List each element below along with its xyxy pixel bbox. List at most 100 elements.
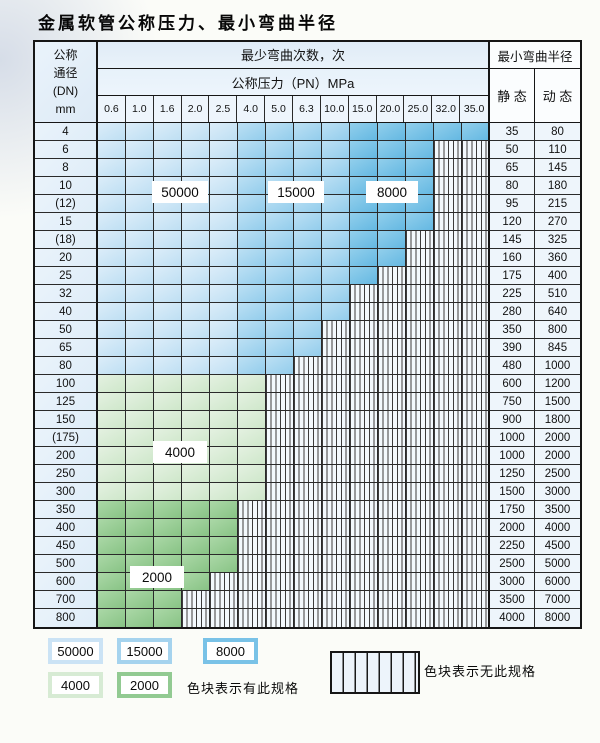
spec-cell: [238, 483, 266, 501]
table-row: 300 1500 3000: [35, 483, 580, 501]
no-spec-cell: [434, 177, 462, 195]
spec-cell: [126, 537, 154, 555]
static-radius-value: 900: [490, 411, 535, 429]
spec-cell: [98, 537, 126, 555]
spec-cell: [154, 609, 182, 627]
spec-cell: [182, 285, 210, 303]
no-spec-cell: [294, 393, 322, 411]
spec-cell: [238, 357, 266, 375]
table-row: 4 35 80: [35, 123, 580, 141]
static-radius-value: 80: [490, 177, 535, 195]
dn-value: 80: [35, 357, 98, 375]
dn-value: 100: [35, 375, 98, 393]
no-spec-cell: [266, 465, 294, 483]
pressure-col-header: 2.0: [182, 96, 210, 122]
no-spec-cell: [462, 609, 490, 627]
no-spec-cell: [378, 537, 406, 555]
no-spec-cell: [350, 447, 378, 465]
no-spec-cell: [462, 303, 490, 321]
dn-value: 15: [35, 213, 98, 231]
no-spec-cell: [350, 393, 378, 411]
spec-cell: [210, 231, 238, 249]
pressure-col-header: 35.0: [463, 103, 485, 116]
table-row: 700 3500 7000: [35, 591, 580, 609]
spec-cell: [266, 249, 294, 267]
no-spec-cell: [378, 483, 406, 501]
pressure-header: 公称压力（PN）MPa: [98, 68, 488, 97]
no-spec-cell: [350, 483, 378, 501]
no-spec-cell: [350, 303, 378, 321]
spec-table: 公称 通径 (DN) mm 最少弯曲次数，次 公称压力（PN）MPa 0.6 1.…: [33, 40, 582, 629]
spec-cell: [126, 285, 154, 303]
spec-cell: [126, 411, 154, 429]
spec-cell: [266, 285, 294, 303]
pressure-col-header: 20.0: [377, 96, 405, 122]
no-spec-cell: [434, 393, 462, 411]
spec-cell: [126, 159, 154, 177]
no-spec-cell: [462, 555, 490, 573]
no-spec-cell: [462, 231, 490, 249]
static-radius-value: 480: [490, 357, 535, 375]
spec-cell: [238, 411, 266, 429]
spec-cell: [322, 141, 350, 159]
no-spec-cell: [294, 411, 322, 429]
no-spec-cell: [378, 429, 406, 447]
no-spec-cell: [350, 555, 378, 573]
no-spec-cell: [238, 519, 266, 537]
dn-value: 40: [35, 303, 98, 321]
spec-cell: [210, 285, 238, 303]
table-row: 20 160 360: [35, 249, 580, 267]
no-spec-cell: [406, 285, 434, 303]
no-spec-cell: [462, 429, 490, 447]
no-spec-cell: [406, 555, 434, 573]
spec-cell: [266, 321, 294, 339]
spec-cell: [182, 519, 210, 537]
spec-cell: [98, 609, 126, 627]
dynamic-radius-value: 400: [535, 267, 580, 285]
table-row: (18) 145 325: [35, 231, 580, 249]
spec-cell: [98, 465, 126, 483]
spec-cell: [322, 195, 350, 213]
pressure-col-header: 0.6: [98, 96, 126, 122]
no-spec-cell: [462, 213, 490, 231]
dn-value: 150: [35, 411, 98, 429]
spec-cell: [210, 357, 238, 375]
no-spec-cell: [322, 375, 350, 393]
spec-cell: [378, 249, 406, 267]
legend-has-spec-text: 色块表示有此规格: [187, 681, 300, 696]
spec-cell: [462, 123, 490, 141]
spec-cell: [378, 159, 406, 177]
spec-cell: [154, 285, 182, 303]
pressure-header-block: 最少弯曲次数，次 公称压力（PN）MPa 0.6 1.0 1.6 2.0 2.5 4.0 5…: [98, 42, 490, 122]
spec-cell: [126, 519, 154, 537]
spec-cell: [182, 123, 210, 141]
no-spec-cell: [322, 483, 350, 501]
region-label-4000: 4000: [153, 441, 207, 463]
dynamic-radius-value: 6000: [535, 573, 580, 591]
dn-value: 200: [35, 447, 98, 465]
pressure-col-header: 25.0: [404, 96, 433, 122]
dn-value: 50: [35, 321, 98, 339]
no-spec-cell: [406, 429, 434, 447]
dynamic-header: 动 态: [542, 89, 573, 104]
static-radius-value: 225: [490, 285, 535, 303]
no-spec-cell: [406, 483, 434, 501]
spec-cell: [98, 195, 126, 213]
spec-cell: [210, 375, 238, 393]
spec-cell: [210, 123, 238, 141]
no-spec-cell: [434, 573, 462, 591]
spec-cell: [126, 501, 154, 519]
spec-cell: [294, 123, 322, 141]
spec-cell: [238, 195, 266, 213]
dn-header-line: 公称: [53, 48, 78, 62]
table-row: 6 50 110: [35, 141, 580, 159]
no-spec-cell: [434, 321, 462, 339]
spec-cell: [322, 123, 350, 141]
spec-cell: [154, 321, 182, 339]
no-spec-cell: [350, 519, 378, 537]
legend-swatch-label: 2000: [121, 676, 168, 694]
no-spec-cell: [406, 501, 434, 519]
no-spec-cell: [182, 609, 210, 627]
table-row: 125 750 1500: [35, 393, 580, 411]
